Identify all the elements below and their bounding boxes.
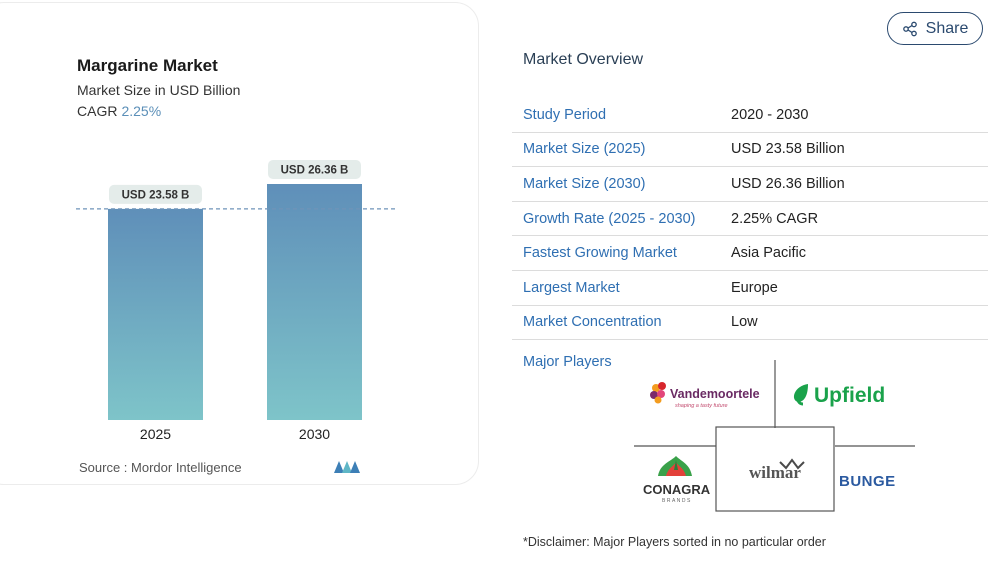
wilmar-wordmark: wilmar	[749, 463, 801, 482]
row-value: USD 26.36 Billion	[731, 175, 845, 192]
chart-subtitle: Market Size in USD Billion	[77, 82, 241, 98]
data-label: USD 26.36 B	[281, 165, 349, 177]
row-value: Low	[731, 314, 758, 331]
bar-2025	[108, 208, 203, 420]
row-value: Asia Pacific	[731, 245, 806, 262]
overview-row-fastest-growing: Fastest Growing Market Asia Pacific	[512, 236, 988, 271]
overview-row-study-period: Study Period 2020 - 2030	[512, 98, 988, 133]
x-tick-label: 2025	[140, 426, 171, 442]
row-value: Europe	[731, 279, 778, 296]
overview-table: Study Period 2020 - 2030 Market Size (20…	[512, 98, 988, 341]
overview-row-market-size-2030: Market Size (2030) USD 26.36 Billion	[512, 167, 988, 202]
bunge-logo: BUNGE	[839, 473, 896, 490]
mordor-intelligence-logo	[334, 461, 360, 473]
share-label: Share	[925, 19, 969, 37]
row-value: 2020 - 2030	[731, 106, 809, 123]
major-players-grid: Vandemoortele shaping a tasty future Upf…	[634, 360, 915, 512]
major-players-label[interactable]: Major Players	[523, 354, 612, 370]
bar-2030	[267, 184, 362, 420]
vandemoortele-mark	[650, 382, 666, 404]
overview-row-largest-market: Largest Market Europe	[512, 271, 988, 306]
share-button[interactable]: Share	[887, 12, 983, 45]
row-key[interactable]: Growth Rate (2025 - 2030)	[523, 210, 696, 227]
chart-source: Source : Mordor Intelligence	[79, 460, 242, 475]
row-key[interactable]: Largest Market	[523, 279, 620, 296]
bunge-wordmark: BUNGE	[839, 473, 896, 490]
wilmar-mark	[779, 458, 805, 470]
row-key[interactable]: Fastest Growing Market	[523, 245, 677, 262]
wilmar-logo: wilmar	[749, 458, 805, 482]
row-key[interactable]: Market Concentration	[523, 314, 662, 331]
vandemoortele-tagline: shaping a tasty future	[675, 403, 728, 409]
upfield-logo: Upfield	[793, 384, 885, 407]
x-tick-label: 2030	[299, 426, 330, 442]
overview-row-concentration: Market Concentration Low	[512, 306, 988, 341]
row-key[interactable]: Study Period	[523, 106, 607, 123]
disclaimer: *Disclaimer: Major Players sorted in no …	[523, 535, 826, 549]
share-icon	[902, 21, 917, 36]
row-value: 2.25% CAGR	[731, 210, 819, 227]
upfield-wordmark: Upfield	[814, 384, 885, 407]
row-value: USD 23.58 Billion	[731, 141, 845, 158]
conagra-sub: BRANDS	[662, 498, 692, 504]
data-label-bg	[109, 184, 202, 204]
row-key[interactable]: Market Size (2025)	[523, 141, 646, 158]
chart-title: Margarine Market	[77, 56, 218, 75]
overview-row-market-size-2025: Market Size (2025) USD 23.58 Billion	[512, 133, 988, 168]
conagra-logo: CONAGRA BRANDS	[643, 456, 711, 504]
cagr-label: CAGR	[77, 103, 118, 119]
vandemoortele-wordmark: Vandemoortele	[670, 387, 760, 401]
upfield-leaf-icon	[793, 384, 808, 402]
bar-chart: USD 23.58 B 2025 USD 26.36 B 2030	[76, 160, 396, 442]
overview-row-growth-rate: Growth Rate (2025 - 2030) 2.25% CAGR	[512, 202, 988, 237]
chart-cagr: CAGR 2.25%	[77, 103, 161, 119]
vandemoortele-logo: Vandemoortele shaping a tasty future	[650, 382, 760, 409]
data-label-bg	[268, 160, 361, 179]
data-label: USD 23.58 B	[122, 189, 190, 201]
row-key[interactable]: Market Size (2030)	[523, 175, 646, 192]
grid-center-box	[715, 426, 835, 512]
overview-title: Market Overview	[523, 51, 644, 68]
conagra-wordmark: CONAGRA	[643, 482, 711, 497]
chart-card	[0, 2, 479, 485]
cagr-value: 2.25%	[121, 103, 162, 119]
